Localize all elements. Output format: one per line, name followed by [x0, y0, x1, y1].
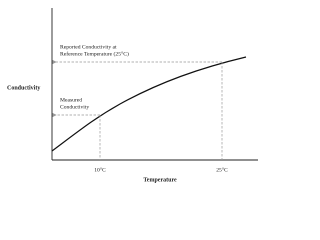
x-axis-label: Temperature: [143, 177, 177, 183]
x-label: 10°C: [94, 166, 106, 173]
annotation: Conductivity: [60, 104, 89, 110]
annotation: Measured: [60, 97, 82, 103]
annotation: Reported Conductivity at: [60, 44, 117, 50]
diagram: Reported Conductivity at Reference Tempe…: [7, 8, 258, 183]
y-axis-label: Conductivity: [7, 85, 40, 91]
x-label: 25°C: [216, 166, 228, 173]
annotation: Reference Temperature (25°C): [60, 50, 129, 57]
curve: [51, 56, 247, 152]
